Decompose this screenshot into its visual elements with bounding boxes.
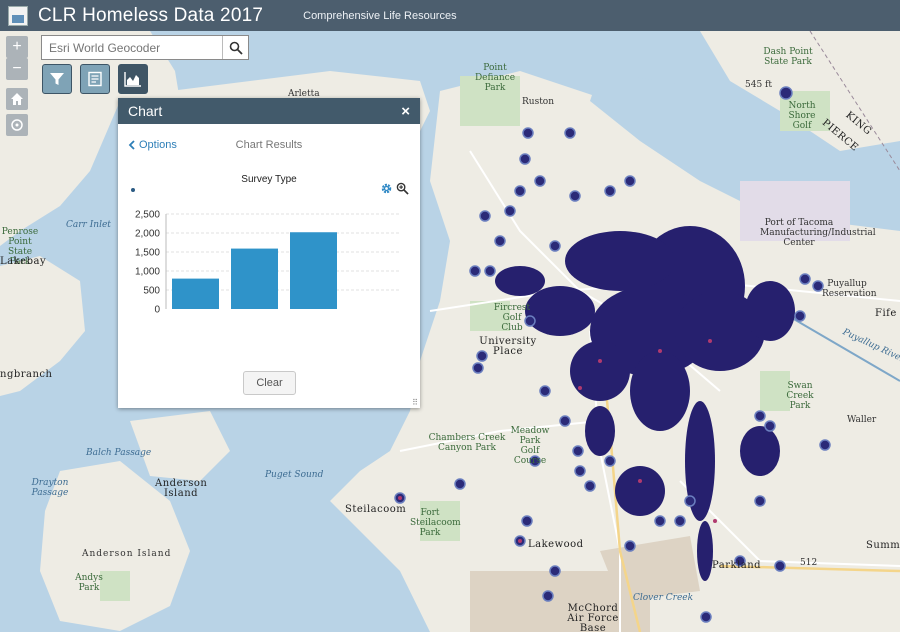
bar-chart: 0 500 1,000 1,500 2,000 2,500 (135, 210, 400, 316)
map-label: Steilacoom (345, 504, 407, 515)
attribute-table-button[interactable] (80, 64, 110, 94)
map-label: Penrose Point State Park (1, 227, 39, 267)
app-title: CLR Homeless Data 2017 (38, 4, 264, 26)
map-label: Port of Tacoma Manufacturing/Industrial … (760, 218, 876, 248)
map-label: North Shore Golf (788, 101, 816, 131)
map-label: McChord Air Force Base (567, 603, 619, 632)
minus-icon: − (12, 60, 22, 77)
app-header: CLR Homeless Data 2017 Comprehensive Lif… (0, 0, 900, 31)
legend-dot (131, 188, 135, 192)
search-input[interactable] (42, 36, 222, 59)
panel-header: Chart × (118, 98, 420, 124)
map-label: Balch Passage (86, 448, 152, 458)
close-icon[interactable]: × (401, 102, 410, 120)
plus-icon: + (12, 38, 22, 55)
options-label: Options (139, 139, 177, 151)
chart-tools (380, 182, 409, 195)
map-label: Anderson Island (155, 478, 208, 499)
zoom-icon[interactable] (396, 182, 409, 195)
chart-results-label: Chart Results (235, 139, 303, 151)
y-tick-label: 1,500 (135, 248, 160, 259)
map-label: Summi (866, 540, 900, 551)
map-label: ngbranch (0, 369, 53, 380)
clear-button[interactable]: Clear (243, 371, 296, 395)
map-label: Arletta (288, 89, 320, 99)
y-tick-label: 1,000 (135, 267, 160, 278)
chart-panel: Chart × Chart Results Options Survey Typ… (118, 98, 420, 408)
map-label: Fife (875, 308, 897, 319)
map-label: Anderson Island (82, 549, 172, 559)
y-tick-label: 2,500 (135, 210, 160, 221)
gear-icon[interactable] (380, 182, 393, 195)
map-label: Fort Steilacoom Park (410, 508, 461, 538)
map-label: Swan Creek Park (786, 381, 814, 411)
map-label: Puyallup Reservation (822, 279, 877, 299)
locate-button[interactable] (6, 114, 28, 136)
basemap (0, 31, 900, 632)
map-label: Lakewood (528, 539, 584, 550)
chart-tool-button[interactable] (118, 64, 148, 94)
map-label: Ruston (522, 97, 555, 107)
map-label: Fircrest Golf Club (493, 303, 531, 333)
y-tick-label: 500 (143, 286, 160, 297)
map-label: 545 ft (745, 80, 772, 90)
map-label: Andys Park (75, 573, 103, 593)
map-label: Parkland (712, 560, 762, 571)
map-label: University Place (479, 336, 537, 357)
home-icon (11, 93, 23, 105)
options-link[interactable]: Options (128, 139, 177, 151)
y-tick-label: 0 (154, 305, 160, 316)
map-label: Lakebay (0, 256, 47, 267)
map-label: Chambers Creek Canyon Park (428, 433, 506, 453)
map-label: Carr Inlet (66, 220, 111, 230)
resize-grip-icon[interactable]: ⠿ (412, 398, 418, 407)
map-label: Waller (847, 415, 877, 425)
map-view[interactable]: Ruston Point Defiance Park Arletta Dash … (0, 31, 900, 632)
map-label: Clover Creek (633, 593, 694, 603)
map-label: Dash Point State Park (763, 47, 813, 67)
map-label: Puget Sound (265, 470, 324, 480)
filter-button[interactable] (42, 64, 72, 94)
list-icon (88, 71, 102, 87)
map-label: 512 (800, 558, 818, 568)
chart-icon (124, 72, 141, 87)
search-button[interactable] (222, 36, 248, 59)
chevron-left-icon (128, 140, 135, 150)
map-label: Point Defiance Park (474, 63, 516, 93)
bar[interactable] (172, 278, 219, 309)
bar[interactable] (290, 232, 337, 309)
y-tick-label: 2,000 (135, 229, 160, 240)
app-logo-icon (8, 5, 28, 26)
map-label: Meadow Park Golf Course (510, 426, 550, 466)
app-subtitle: Comprehensive Life Resources (303, 9, 457, 22)
map-label: Drayton Passage (31, 478, 69, 498)
chart-title: Survey Type (241, 174, 297, 185)
filter-icon (50, 73, 64, 85)
zoom-out-button[interactable]: − (6, 58, 28, 80)
panel-title: Chart (128, 103, 163, 119)
locate-icon (11, 119, 23, 131)
search-icon (229, 41, 243, 55)
zoom-in-button[interactable]: + (6, 36, 28, 58)
search-box (41, 35, 249, 60)
home-button[interactable] (6, 88, 28, 110)
bar[interactable] (231, 248, 278, 309)
